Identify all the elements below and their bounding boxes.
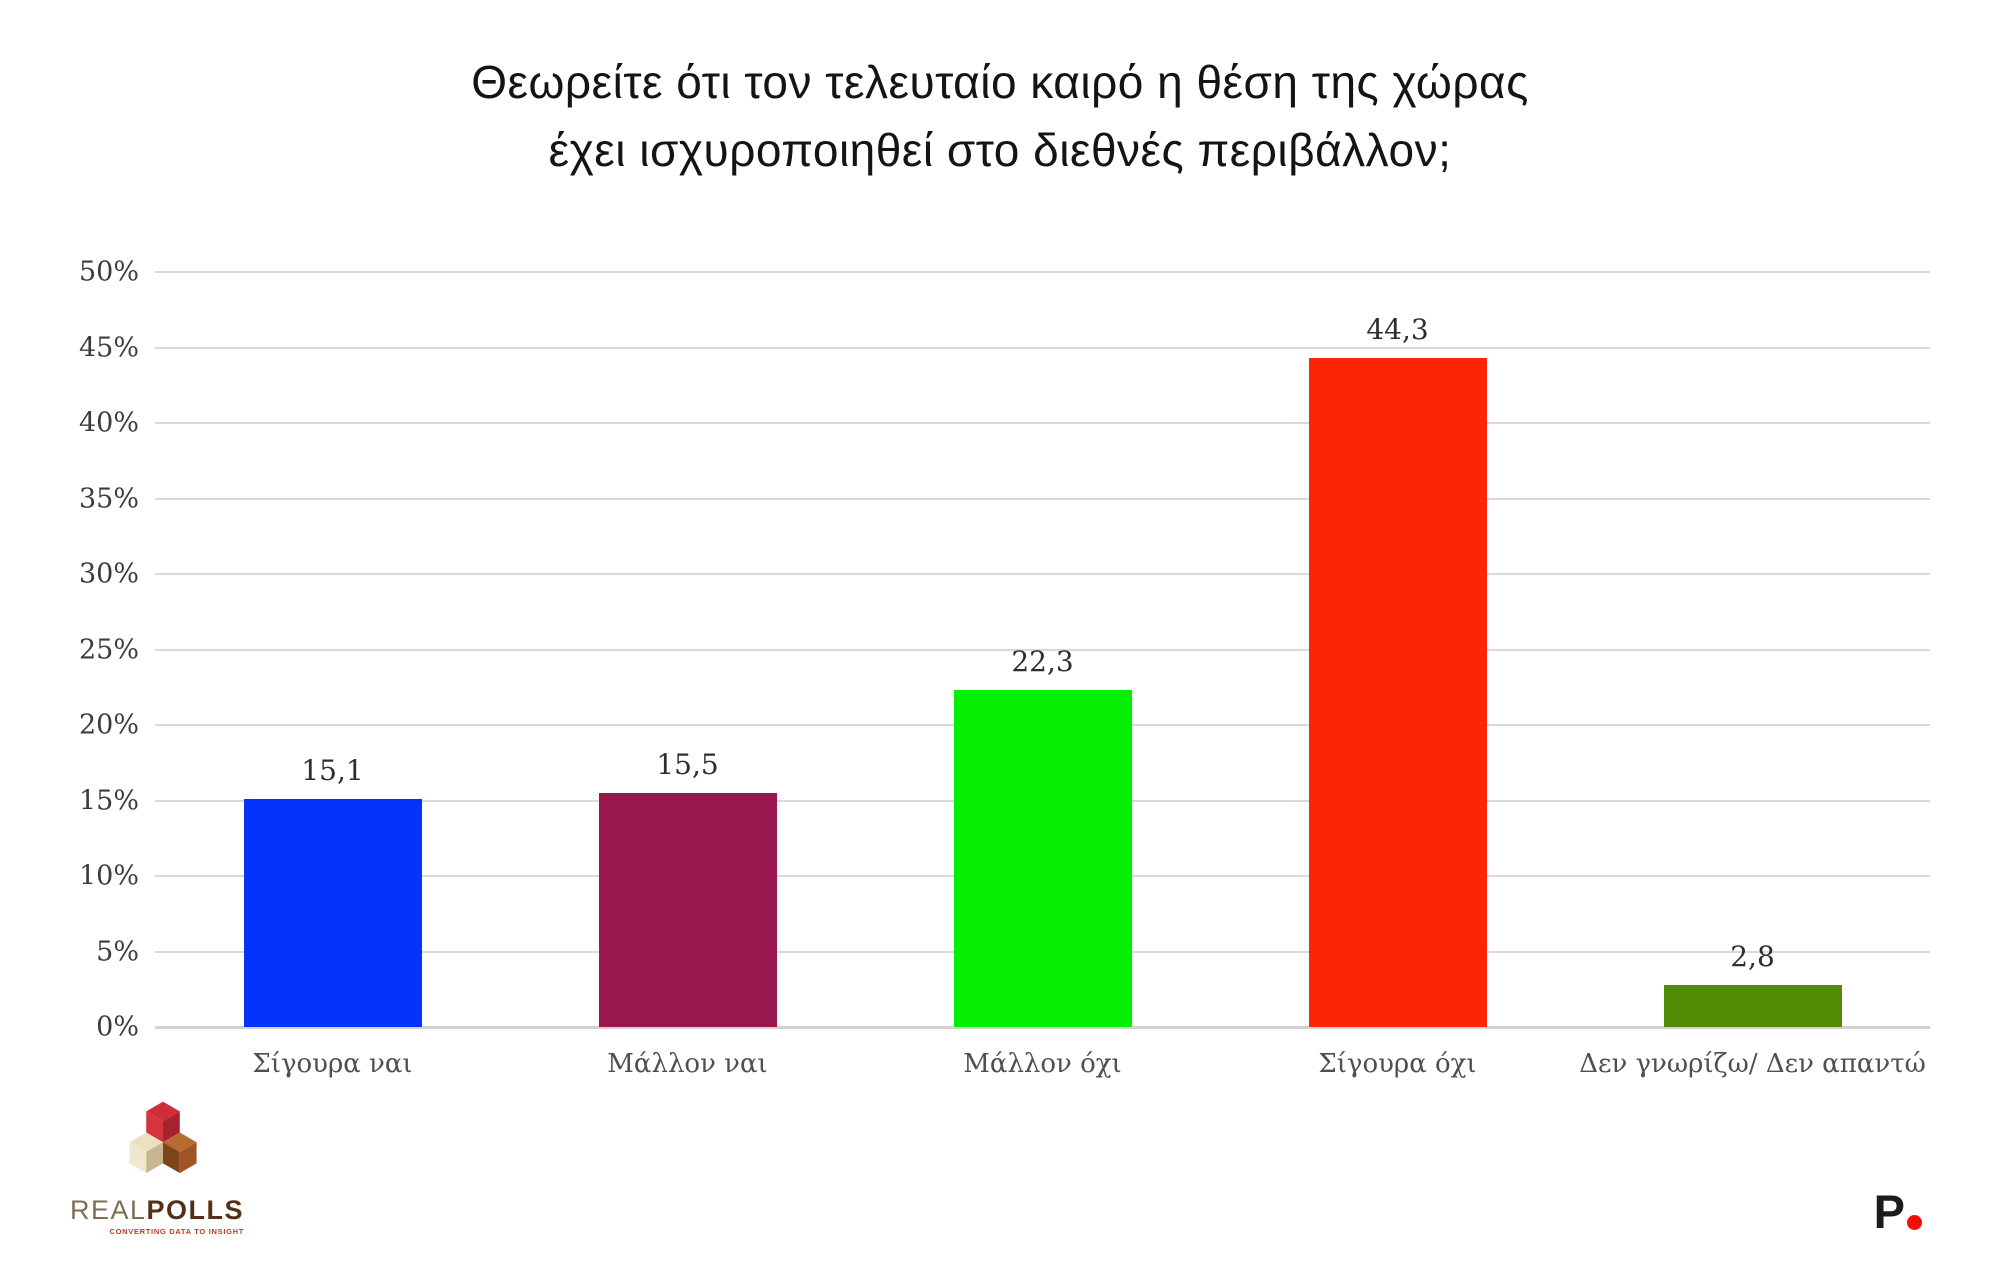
realpolls-logo: REALPOLLS CONVERTING DATA TO INSIGHT [70, 1094, 244, 1236]
y-tick-label: 0% [96, 1011, 139, 1043]
x-category-label: Μάλλον ναι [607, 1049, 768, 1079]
y-tick-label: 35% [78, 483, 139, 514]
bar-value-label: 22,3 [1011, 645, 1074, 679]
y-tick-label: 40% [78, 407, 139, 439]
p-letter: P [1873, 1185, 1905, 1239]
bar-value-label: 44,3 [1366, 313, 1429, 347]
brand-tagline: CONVERTING DATA TO INSIGHT [109, 1227, 245, 1236]
x-category-label: Δεν γνωρίζω/ Δεν απαντώ [1579, 1049, 1926, 1079]
chart-title-line2: έχει ισχυροποιηθεί στο διεθνές περιβάλλο… [548, 124, 1452, 176]
bar-5 [1663, 984, 1842, 1027]
gridline-25% [155, 648, 1930, 651]
x-category-label: Μάλλον όχι [963, 1049, 1122, 1079]
gridline-0% [155, 1026, 1930, 1029]
bar-2 [598, 792, 777, 1027]
gridline-50% [155, 271, 1930, 273]
x-category-label: Σίγουρα ναι [252, 1049, 413, 1079]
bar-1 [243, 799, 422, 1027]
chart-title-line1: Θεωρείτε ότι τον τελευταίο καιρό η θέση … [471, 56, 1529, 108]
bar-value-label: 15,5 [656, 747, 719, 781]
y-tick-label: 20% [78, 709, 139, 741]
p-dot-logo: P [1873, 1185, 1922, 1239]
y-tick-label: 10% [78, 860, 139, 892]
chart-title: Θεωρείτε ότι τον τελευταίο καιρό η θέση … [0, 48, 2000, 184]
y-tick-label: 50% [78, 256, 139, 288]
brand-wordmark: REALPOLLS [70, 1196, 244, 1224]
gridline-40% [155, 422, 1930, 424]
brand-polls: POLLS [146, 1195, 245, 1225]
realpolls-cubes-icon [129, 1101, 197, 1174]
p-red-dot-icon [1907, 1215, 1922, 1230]
y-tick-label: 30% [78, 558, 139, 590]
bar-value-label: 15,1 [301, 754, 364, 787]
bar-3 [953, 690, 1132, 1027]
bar-4 [1308, 358, 1487, 1027]
y-tick-label: 25% [78, 634, 139, 665]
y-tick-label: 45% [78, 332, 139, 363]
bar-value-label: 2,8 [1730, 939, 1775, 973]
y-tick-label: 5% [96, 936, 139, 967]
gridline-30% [155, 573, 1930, 575]
gridline-35% [155, 497, 1930, 500]
bar-chart-plot: 0% 5% 10% 15% 20% 25% 30% 35% 40% 45% 50% 15,1 Σίγου… [79, 257, 1930, 1079]
x-category-label: Σίγουρα όχι [1318, 1049, 1477, 1079]
brand-real: REAL [70, 1195, 147, 1225]
gridline-45% [155, 346, 1930, 349]
y-tick-label: 15% [78, 785, 139, 816]
